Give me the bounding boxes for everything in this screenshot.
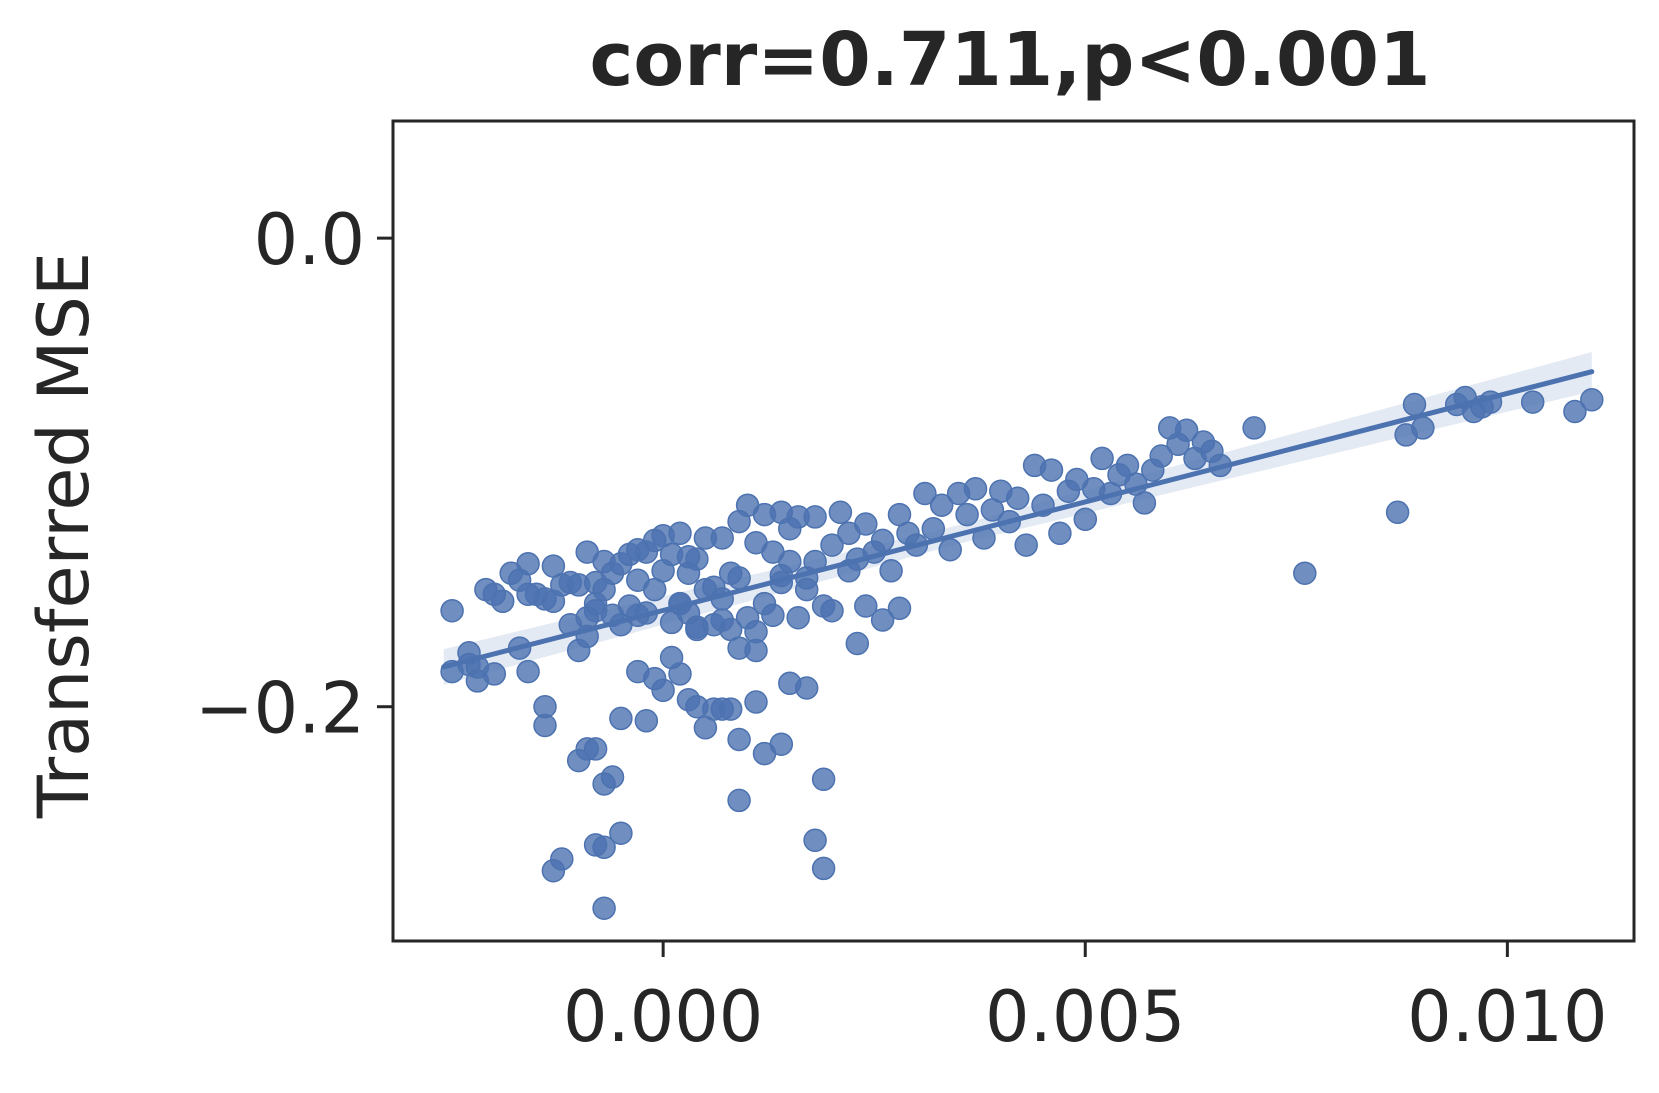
scatter-point: [541, 858, 566, 883]
scatter-point: [440, 598, 464, 623]
scatter-point: [854, 512, 878, 536]
scatter-point: [870, 608, 895, 632]
scatter-point: [482, 662, 507, 686]
scatter-point: [1014, 533, 1038, 557]
scatter-point: [794, 676, 819, 700]
scatter-point: [1090, 446, 1114, 471]
scatter-point: [583, 598, 608, 623]
scatter-point: [786, 605, 810, 630]
x-tick-label: 0.005: [985, 976, 1185, 1058]
scatter-point: [794, 577, 819, 602]
scatter-point: [913, 481, 937, 506]
scatter-point: [820, 533, 844, 557]
scatter-point: [727, 566, 751, 590]
scatter-point: [634, 709, 659, 733]
scatter-point: [921, 516, 946, 541]
x-tick-label: 0.000: [563, 976, 763, 1058]
scatter-point: [718, 697, 743, 721]
scatter-point: [668, 521, 692, 546]
scatter-point: [676, 545, 701, 569]
scatter-point: [761, 603, 785, 628]
scatter-point: [1149, 444, 1173, 468]
scatter-point: [1242, 416, 1266, 440]
scatter-point: [744, 690, 768, 714]
scatter-point: [1039, 458, 1064, 482]
scatter-point: [516, 659, 540, 684]
scatter-point: [803, 828, 827, 853]
y-tick-label: 0.0: [254, 199, 365, 281]
scatter-point: [727, 727, 751, 752]
axis-ticks-layer: 0.000 0.005 0.010 0.0 −0.2: [195, 199, 1608, 1058]
scatter-point: [769, 732, 794, 756]
scatter-point: [803, 505, 827, 529]
scatter-point: [626, 659, 650, 684]
scatter-point: [710, 608, 734, 632]
scatter-point: [592, 835, 616, 860]
scatter-point: [1048, 521, 1072, 546]
scatter-point: [1132, 491, 1157, 515]
scatter-point: [887, 596, 912, 621]
y-axis-label: Transferred MSE: [23, 252, 105, 819]
regression-line-layer: [441, 369, 1595, 670]
scatter-point: [1402, 392, 1427, 417]
scatter-point: [490, 589, 515, 614]
scatter-point: [651, 678, 675, 703]
scatter-point: [609, 821, 633, 845]
scatter-point: [955, 502, 979, 527]
scatter-point: [1411, 416, 1435, 440]
scatter-point: [566, 748, 591, 773]
scatter-point: [811, 856, 836, 881]
scatter-point: [1385, 500, 1410, 525]
scatter-point: [870, 528, 895, 553]
scatter-point: [727, 788, 751, 813]
scatter-point: [1174, 418, 1199, 443]
scatter-point: [609, 706, 633, 731]
scatter-point: [516, 552, 540, 576]
y-tick-label: −0.2: [195, 668, 365, 750]
chart-title: corr=0.711,p<0.001: [590, 17, 1431, 103]
scatter-point: [1293, 561, 1317, 585]
scatter-point: [659, 645, 684, 670]
x-tick-label: 0.010: [1407, 976, 1607, 1058]
regression-line: [441, 369, 1595, 670]
plot-frame: [391, 119, 1636, 943]
scatter-point: [828, 500, 853, 525]
scatter-point: [1005, 486, 1030, 510]
scatter-point: [1073, 507, 1098, 532]
scatter-point: [1563, 399, 1587, 424]
scatter-point: [938, 537, 962, 562]
scatter-point: [685, 617, 709, 642]
scatter-point: [1520, 390, 1545, 414]
scatter-point: [1580, 388, 1604, 412]
scatter-point: [592, 772, 616, 796]
scatter-point: [963, 477, 988, 501]
scatter-point: [879, 559, 903, 583]
scatter-point: [533, 713, 557, 738]
scatter-point: [811, 767, 836, 792]
scatter-point: [854, 594, 878, 618]
scatter-point: [693, 716, 718, 740]
scatter-point: [744, 638, 768, 663]
scatter-point: [929, 493, 954, 517]
scatter-point: [820, 598, 844, 623]
scatter-point: [845, 631, 870, 656]
scatter-point: [710, 526, 734, 550]
scatter-point: [592, 896, 616, 920]
